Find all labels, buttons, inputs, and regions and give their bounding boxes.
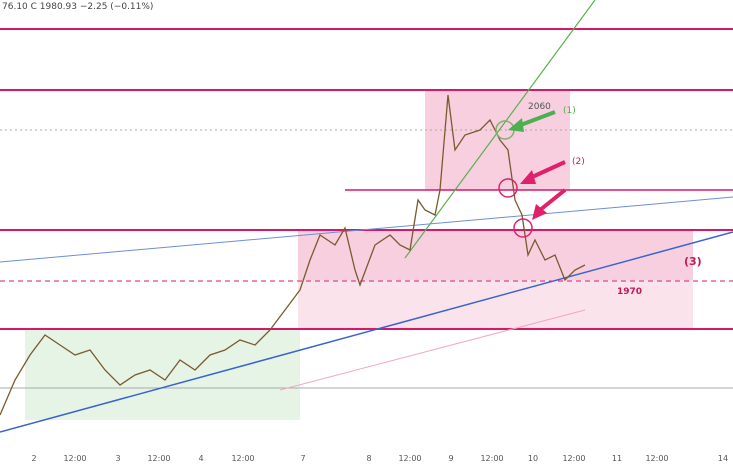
- arrow-head: [508, 118, 524, 132]
- x-tick-label: 2: [31, 454, 36, 463]
- arrow: [538, 188, 567, 212]
- x-tick-label: 14: [718, 454, 728, 463]
- x-tick-label: 12:00: [645, 454, 668, 463]
- x-tick-label: 12:00: [562, 454, 585, 463]
- trend-line: [404, 0, 596, 259]
- annotation-label: (1): [563, 106, 576, 116]
- arrow: [529, 160, 566, 180]
- x-tick-label: 4: [198, 454, 203, 463]
- price-path: [0, 94, 586, 416]
- level-label: 1970: [617, 287, 642, 297]
- trend-line: [0, 231, 733, 433]
- x-tick-label: 12:00: [398, 454, 421, 463]
- level-label: 2060: [528, 102, 551, 112]
- x-tick-label: 9: [448, 454, 453, 463]
- ohlc-header: 76.10 C 1980.93 −2.25 (−0.11%): [2, 2, 153, 12]
- arrow: [517, 110, 556, 128]
- annotation-label: (2): [572, 157, 585, 167]
- moving-average: [279, 309, 586, 391]
- annotation-label: (3): [684, 255, 702, 268]
- arrow-head: [532, 204, 547, 220]
- trend-line: [0, 196, 733, 263]
- x-tick-label: 12:00: [480, 454, 503, 463]
- x-tick-label: 7: [300, 454, 305, 463]
- highlight-circle: [513, 218, 533, 238]
- x-tick-label: 10: [528, 454, 538, 463]
- x-tick-label: 3: [115, 454, 120, 463]
- x-tick-label: 8: [366, 454, 371, 463]
- demand-zone: [25, 330, 300, 420]
- x-axis: 2 12:00 3 12:00 4 12:00 7 8 12:00 9 12:00 10 12:00 11…: [31, 454, 728, 463]
- x-tick-label: 12:00: [231, 454, 254, 463]
- x-tick-label: 12:00: [147, 454, 170, 463]
- arrow-head: [520, 170, 536, 184]
- x-tick-label: 12:00: [63, 454, 86, 463]
- x-tick-label: 11: [612, 454, 622, 463]
- range-zone-upper: [298, 230, 693, 280]
- highlight-circle: [498, 178, 518, 198]
